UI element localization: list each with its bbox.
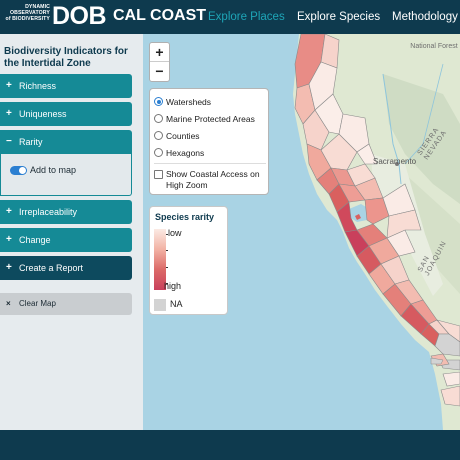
map-label-national-forest: National Forest	[410, 43, 458, 50]
coastal-access-checkbox[interactable]	[154, 170, 163, 179]
mountain-relief	[383, 74, 460, 204]
watershed[interactable]	[302, 109, 330, 151]
close-icon: ×	[6, 299, 11, 308]
legend-high-label: high	[164, 281, 182, 291]
zoom-in-button[interactable]: +	[150, 43, 169, 62]
layer-label: Watersheds	[166, 97, 212, 107]
radio-icon[interactable]	[154, 114, 163, 123]
zoom-out-button[interactable]: −	[155, 63, 164, 79]
accordion-change[interactable]: + Change	[0, 228, 132, 252]
watershed[interactable]	[442, 371, 460, 387]
watershed[interactable]	[308, 61, 338, 111]
map-view[interactable]: National Forest SIERRA NEVADA Sacramento…	[143, 34, 460, 430]
logo-dob[interactable]: DOB	[52, 2, 107, 30]
layer-label: Counties	[166, 131, 200, 141]
minus-icon: −	[6, 136, 12, 147]
plus-icon: +	[6, 80, 12, 91]
watersheds	[294, 34, 460, 407]
watershed[interactable]	[436, 319, 460, 343]
mountain-relief	[405, 174, 460, 294]
logo-small-text: DYNAMIC OBSERVATORY of BIODIVERSITY	[2, 4, 50, 22]
top-navigation-bar: DYNAMIC OBSERVATORY of BIODIVERSITY DOB …	[0, 0, 460, 34]
legend-low-label: low	[168, 228, 182, 238]
legend-gradient	[154, 229, 166, 290]
map-label-sacramento: Sacramento	[373, 157, 417, 166]
nav-explore-places[interactable]: Explore Places	[208, 11, 285, 23]
add-to-map-toggle[interactable]	[10, 166, 27, 175]
accordion-uniqueness[interactable]: + Uniqueness	[0, 102, 132, 126]
accordion-irreplaceability[interactable]: + Irreplaceability	[0, 200, 132, 224]
island	[430, 357, 444, 365]
watershed[interactable]	[346, 163, 376, 187]
footer-bar	[0, 430, 460, 460]
watershed[interactable]	[356, 143, 378, 165]
watershed[interactable]	[386, 209, 422, 239]
legend-tick	[166, 267, 168, 268]
watershed[interactable]	[440, 385, 460, 407]
accordion-label: Change	[19, 235, 51, 245]
zoom-control: + −	[149, 42, 170, 82]
accordion-label: Create a Report	[19, 263, 84, 273]
clear-map-button[interactable]: × Clear Map	[0, 293, 132, 315]
legend-na-swatch	[154, 299, 166, 311]
plus-icon: +	[6, 262, 12, 273]
plus-icon: +	[6, 108, 12, 119]
layer-label: Marine Protected Areas	[166, 114, 255, 124]
clear-map-label: Clear Map	[19, 299, 56, 308]
river	[382, 73, 402, 185]
legend-tick	[166, 283, 168, 284]
accordion-label: Richness	[19, 81, 57, 91]
legend-tick	[166, 234, 168, 235]
radio-selected-icon[interactable]	[154, 97, 163, 106]
bay	[349, 204, 371, 222]
watershed[interactable]	[336, 201, 358, 233]
island	[355, 214, 361, 220]
divider	[154, 163, 266, 164]
accordion-richness[interactable]: + Richness	[0, 74, 132, 98]
coastal-access-label: Show Coastal Access on High Zoom	[166, 169, 260, 190]
legend-title: Species rarity	[155, 212, 215, 222]
rarity-panel: Add to map	[0, 154, 132, 196]
watershed[interactable]	[364, 197, 390, 225]
nav-methodology[interactable]: Methodology	[392, 11, 458, 23]
sidebar: Biodiversity Indicators for the Intertid…	[0, 34, 143, 430]
accordion-label: Irreplaceability	[19, 207, 78, 217]
logo-cal-coast[interactable]: CAL COAST	[113, 7, 207, 24]
plus-icon: +	[6, 206, 12, 217]
logo-line-1: DYNAMIC	[25, 4, 50, 10]
logo-line-2: OBSERVATORY	[9, 10, 50, 16]
accordion-label: Uniqueness	[19, 109, 67, 119]
city-marker	[395, 162, 399, 166]
accordion-rarity[interactable]: − Rarity	[0, 130, 132, 154]
accordion-create-report[interactable]: + Create a Report	[0, 256, 132, 280]
radio-icon[interactable]	[154, 148, 163, 157]
rarity-legend: Species rarity low high NA	[149, 206, 228, 315]
radio-icon[interactable]	[154, 131, 163, 140]
nav-explore-species[interactable]: Explore Species	[297, 11, 381, 23]
layer-selector: Watersheds Marine Protected Areas Counti…	[149, 88, 269, 195]
add-to-map-label: Add to map	[30, 165, 77, 175]
layer-label: Hexagons	[166, 148, 205, 158]
legend-na-label: NA	[170, 299, 183, 309]
legend-tick	[166, 250, 168, 251]
river	[404, 63, 444, 165]
accordion-label: Rarity	[19, 137, 43, 147]
logo-line-3: of BIODIVERSITY	[5, 16, 50, 22]
plus-icon: +	[6, 234, 12, 245]
sidebar-title: Biodiversity Indicators for the Intertid…	[4, 46, 128, 69]
